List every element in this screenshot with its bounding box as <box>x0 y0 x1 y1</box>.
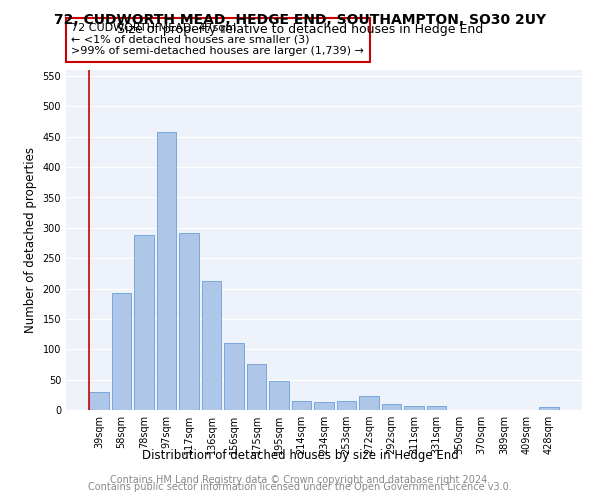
Bar <box>157 132 176 410</box>
Bar <box>292 401 311 410</box>
Text: 72 CUDWORTH MEAD: 47sqm
← <1% of detached houses are smaller (3)
>99% of semi-de: 72 CUDWORTH MEAD: 47sqm ← <1% of detache… <box>71 23 364 56</box>
Text: Contains public sector information licensed under the Open Government Licence v3: Contains public sector information licen… <box>88 482 512 492</box>
Bar <box>314 402 334 410</box>
Bar <box>382 404 401 410</box>
Bar <box>224 343 244 410</box>
Bar <box>539 407 559 410</box>
Bar <box>179 232 199 410</box>
Bar <box>337 401 356 410</box>
Bar <box>269 382 289 410</box>
Bar <box>134 235 154 410</box>
Bar <box>404 406 424 410</box>
Bar <box>89 392 109 410</box>
Text: Contains HM Land Registry data © Crown copyright and database right 2024.: Contains HM Land Registry data © Crown c… <box>110 475 490 485</box>
Bar <box>112 294 131 410</box>
Text: Size of property relative to detached houses in Hedge End: Size of property relative to detached ho… <box>117 22 483 36</box>
Bar <box>427 406 446 410</box>
Text: 72, CUDWORTH MEAD, HEDGE END, SOUTHAMPTON, SO30 2UY: 72, CUDWORTH MEAD, HEDGE END, SOUTHAMPTO… <box>54 12 546 26</box>
Bar <box>359 396 379 410</box>
Y-axis label: Number of detached properties: Number of detached properties <box>24 147 37 333</box>
Bar <box>202 280 221 410</box>
Text: Distribution of detached houses by size in Hedge End: Distribution of detached houses by size … <box>142 448 458 462</box>
Bar <box>247 364 266 410</box>
